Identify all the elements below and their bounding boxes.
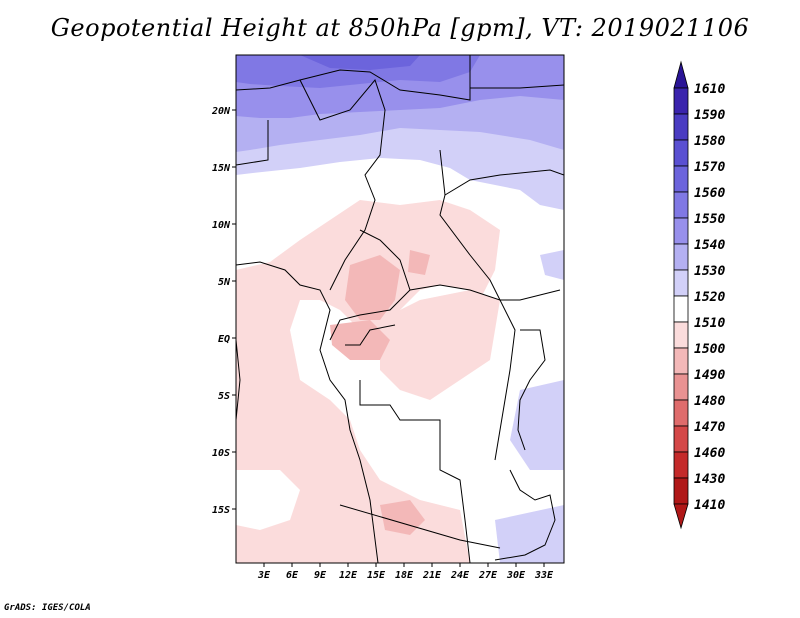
colorbar-segment: [673, 399, 689, 427]
country-boundaries: [236, 55, 564, 563]
colorbar-segment: [673, 477, 689, 505]
chart-title: Geopotential Height at 850hPa [gpm], VT:…: [50, 14, 750, 42]
lon-axis: [263, 563, 545, 567]
lon-tick-label: 33E: [534, 570, 554, 581]
colorbar-segment: [673, 217, 689, 245]
map-frame: [235, 54, 565, 564]
lat-tick-label: 10N: [212, 220, 231, 231]
lon-tick-label: 12E: [339, 570, 358, 581]
colorbar-label: 1560: [694, 186, 725, 201]
lon-tick-label: 21E: [422, 570, 442, 581]
colorbar-segment: [673, 139, 689, 167]
colorbar: 1610 1590 1580 1570 1560 1550 1540 1530 1520 1510…: [673, 60, 725, 530]
colorbar-segment: [673, 347, 689, 375]
lat-tick-label: 10S: [212, 448, 230, 459]
colorbar-segment: [673, 87, 689, 115]
colorbar-segment: [673, 425, 689, 453]
colorbar-segment: [673, 165, 689, 193]
colorbar-label: 1410: [694, 498, 725, 513]
colorbar-segment: [673, 321, 689, 349]
colorbar-label: 1480: [694, 394, 725, 409]
lon-tick-label: 9E: [314, 570, 327, 581]
colorbar-label: 1530: [694, 264, 725, 279]
colorbar-segment: [673, 295, 689, 323]
colorbar-label: 1510: [694, 316, 725, 331]
lon-tick-label: 15E: [367, 570, 386, 581]
lon-tick-label: 27E: [478, 570, 498, 581]
colorbar-segment: [673, 503, 689, 530]
lon-tick-label: 30E: [506, 570, 526, 581]
lat-tick-label: EQ: [218, 334, 230, 345]
colorbar-label: 1430: [694, 472, 725, 487]
lon-tick-label: 3E: [257, 570, 271, 581]
lon-tick-label: 24E: [450, 570, 470, 581]
lat-tick-label: 20N: [211, 106, 231, 117]
colorbar-label: 1460: [694, 446, 725, 461]
colorbar-label: 1550: [694, 212, 725, 227]
colorbar-segment: [673, 243, 689, 271]
colorbar-segment: [673, 113, 689, 141]
lat-tick-label: 15S: [212, 505, 230, 516]
lon-tick-label: 18E: [395, 570, 414, 581]
lat-axis: [232, 109, 236, 510]
colorbar-label: 1500: [694, 342, 725, 357]
colorbar-label: 1590: [694, 108, 725, 123]
lon-tick-label: 6E: [286, 570, 299, 581]
lat-tick-label: 5N: [218, 277, 231, 288]
colorbar-label: 1520: [694, 290, 725, 305]
grads-credit: GrADS: IGES/COLA: [4, 603, 91, 613]
colorbar-label: 1610: [694, 82, 725, 97]
lat-tick-label: 5S: [218, 391, 230, 402]
colorbar-segment: [673, 191, 689, 219]
colorbar-label: 1490: [694, 368, 725, 383]
lat-tick-label: 15N: [212, 163, 231, 174]
colorbar-segment: [673, 269, 689, 297]
colorbar-label: 1570: [694, 160, 725, 175]
colorbar-label: 1470: [694, 420, 725, 435]
colorbar-segment: [673, 60, 689, 89]
colorbar-segment: [673, 373, 689, 401]
colorbar-label: 1540: [694, 238, 725, 253]
colorbar-segment: [673, 451, 689, 479]
height-field: [236, 55, 564, 563]
colorbar-label: 1580: [694, 134, 725, 149]
